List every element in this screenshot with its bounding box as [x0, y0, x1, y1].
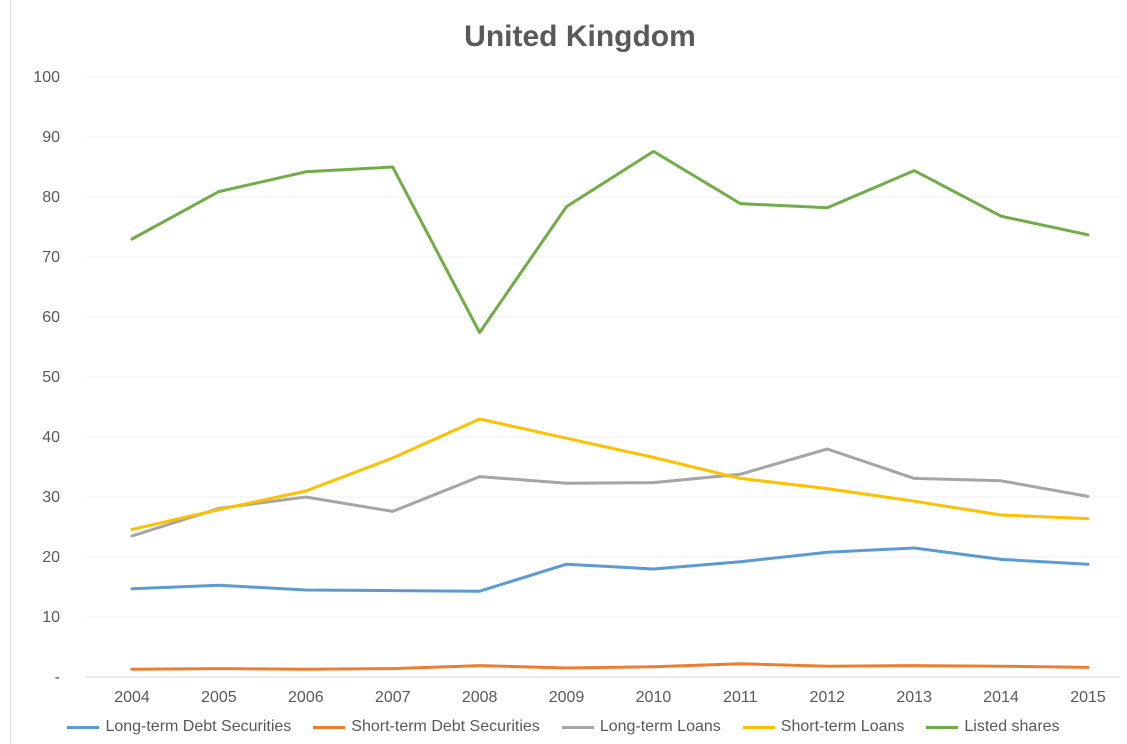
x-tick-label: 2009	[549, 689, 585, 706]
x-tick-label: 2014	[983, 689, 1019, 706]
legend-item: Short-term Loans	[742, 718, 905, 736]
legend-label: Long-term Debt Securities	[105, 718, 292, 735]
x-tick-label: 2005	[201, 689, 237, 706]
y-tick-label: 100	[33, 69, 60, 86]
x-tick-label: 2015	[1070, 689, 1106, 706]
y-tick-label: 50	[42, 369, 60, 386]
series-line	[130, 546, 1090, 593]
legend-swatch	[561, 725, 594, 729]
y-tick-label: -	[55, 669, 60, 686]
y-tick-label: 80	[42, 189, 60, 206]
legend-item: Long-term Loans	[561, 718, 721, 736]
y-tick-label: 10	[42, 609, 60, 626]
legend-label: Short-term Debt Securities	[351, 718, 540, 735]
legend-swatch	[926, 725, 959, 729]
legend-swatch	[67, 725, 100, 729]
y-tick-label: 40	[42, 429, 60, 446]
legend-label: Listed shares	[964, 718, 1060, 735]
y-tick-label: 20	[42, 549, 60, 566]
x-tick-label: 2006	[288, 689, 324, 706]
x-tick-label: 2004	[114, 689, 150, 706]
legend-label: Short-term Loans	[780, 718, 905, 735]
legend: Long-term Debt Securities Short-term Debt…	[0, 718, 1127, 736]
x-tick-label: 2010	[636, 689, 672, 706]
y-tick-label: 30	[42, 489, 60, 506]
x-tick-label: 2012	[809, 689, 845, 706]
series-line	[130, 662, 1090, 671]
legend-label: Long-term Loans	[599, 718, 721, 735]
series-line	[130, 149, 1090, 335]
y-tick-label: 70	[42, 249, 60, 266]
x-tick-label: 2007	[375, 689, 411, 706]
series-line	[130, 447, 1090, 538]
legend-item: Listed shares	[926, 718, 1060, 736]
chart-title: United Kingdom	[464, 20, 696, 53]
y-tick-label: 90	[42, 129, 60, 146]
legend-item: Long-term Debt Securities	[67, 718, 291, 736]
legend-swatch	[313, 725, 346, 729]
series-line	[130, 417, 1090, 531]
x-tick-label: 2013	[896, 689, 932, 706]
legend-swatch	[742, 725, 775, 729]
y-tick-label: 60	[42, 309, 60, 326]
x-tick-label: 2008	[462, 689, 498, 706]
legend-item: Short-term Debt Securities	[313, 718, 540, 736]
x-tick-label: 2011	[723, 689, 758, 706]
